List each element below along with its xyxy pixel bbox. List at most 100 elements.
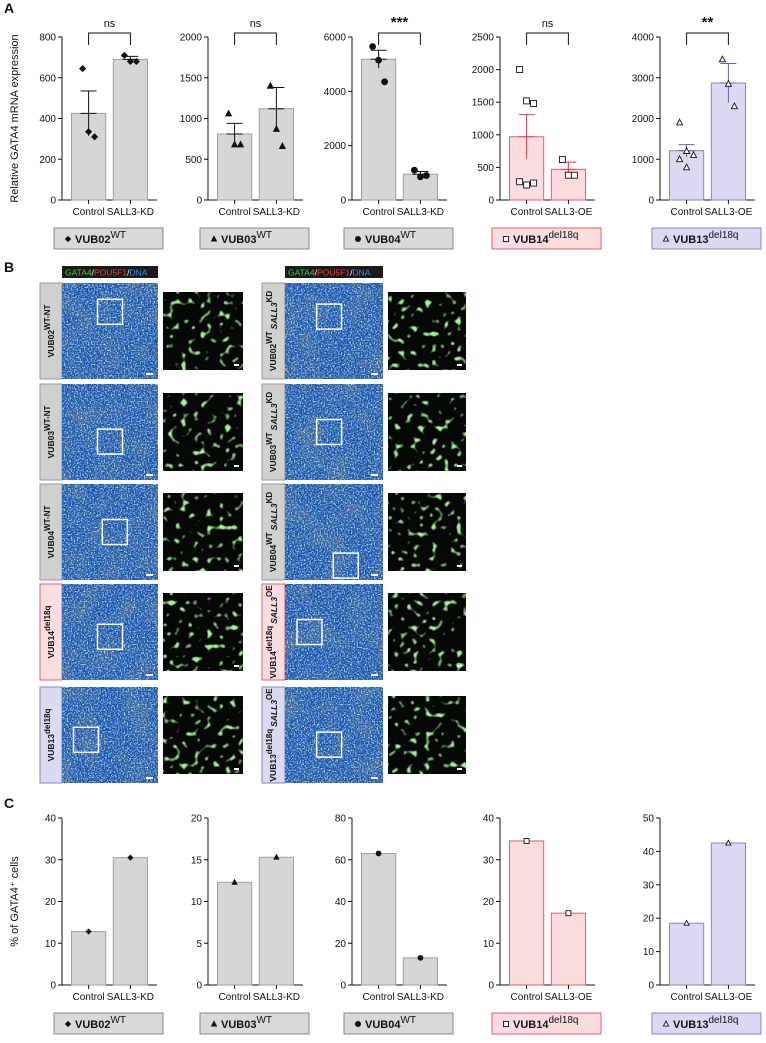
y-tick-label: 10 bbox=[191, 897, 203, 908]
channel-header bbox=[62, 266, 158, 278]
sample-line: VUB14 bbox=[46, 631, 56, 659]
sample-line: VUB04 bbox=[46, 531, 56, 559]
sample-gene-superscript: KD bbox=[265, 291, 274, 303]
channel-name: / bbox=[315, 268, 318, 278]
group-box bbox=[651, 227, 762, 250]
sample-label: VUB13del18q SALL3OE bbox=[265, 688, 279, 782]
zoom-box bbox=[101, 518, 129, 546]
bar bbox=[361, 58, 397, 201]
zoom-texture bbox=[163, 593, 243, 671]
y-tick-label: 40 bbox=[483, 814, 495, 825]
group-superscript: del18q bbox=[708, 230, 738, 241]
channel-name: / bbox=[92, 268, 95, 278]
group-box bbox=[53, 1012, 164, 1035]
x-tick-label: Control bbox=[510, 207, 542, 218]
bar bbox=[710, 82, 746, 201]
group-box bbox=[491, 1012, 602, 1035]
y-tick-label: 500 bbox=[477, 163, 494, 174]
sample-gene: SALL3 bbox=[269, 302, 279, 329]
y-tick-label: 20 bbox=[643, 914, 655, 925]
x-tick-label: SALL3-OE bbox=[704, 992, 752, 1003]
data-point bbox=[64, 1020, 72, 1028]
x-tick-label: SALL3-KD bbox=[253, 207, 300, 218]
y-tick-label: 4000 bbox=[632, 33, 655, 44]
sample-superscript: WT-NT bbox=[43, 506, 52, 531]
micrograph-texture bbox=[62, 283, 158, 379]
bar bbox=[402, 173, 438, 201]
data-point bbox=[523, 97, 531, 105]
group-superscript: WT bbox=[256, 1015, 272, 1026]
y-tick-label: 40 bbox=[45, 814, 57, 825]
x-tick-label: Control bbox=[72, 207, 104, 218]
micrograph-texture bbox=[62, 584, 158, 680]
y-tick-label: 40 bbox=[643, 847, 655, 858]
zoom-texture bbox=[163, 292, 243, 370]
group-box bbox=[53, 227, 164, 250]
group-superscript: WT bbox=[400, 230, 416, 241]
y-tick-label: 0 bbox=[340, 196, 346, 207]
data-point bbox=[682, 163, 691, 171]
micrograph-texture bbox=[62, 384, 158, 480]
y-tick-label: 400 bbox=[39, 114, 56, 125]
channel-name: POU5F1 bbox=[317, 268, 350, 278]
micrograph-texture bbox=[62, 484, 158, 580]
sample-gene-superscript: KD bbox=[265, 492, 274, 504]
group-superscript: WT bbox=[110, 1015, 126, 1026]
sample-line: VUB04 bbox=[268, 544, 278, 572]
y-tick-label: 0 bbox=[196, 981, 202, 992]
group-superscript: del18q bbox=[548, 1015, 578, 1026]
sample-superscript: WT bbox=[265, 331, 274, 344]
zoom-box bbox=[315, 418, 343, 446]
bar bbox=[669, 922, 705, 986]
bar bbox=[112, 857, 149, 986]
x-tick-label: SALL3-KD bbox=[107, 207, 154, 218]
data-point bbox=[91, 133, 99, 141]
data-point bbox=[724, 79, 733, 87]
significance-bracket bbox=[686, 32, 729, 45]
channel-name: / bbox=[350, 268, 353, 278]
zoom-texture bbox=[388, 493, 466, 571]
group-box bbox=[651, 1012, 762, 1035]
data-point bbox=[410, 166, 418, 174]
data-point bbox=[502, 235, 510, 243]
y-tick-label: 6000 bbox=[324, 33, 347, 44]
x-tick-label: Control bbox=[362, 207, 394, 218]
data-point bbox=[502, 1020, 510, 1028]
data-point bbox=[224, 109, 233, 117]
data-point bbox=[85, 928, 92, 935]
y-tick-label: 1500 bbox=[180, 73, 203, 84]
data-point bbox=[278, 142, 287, 150]
y-tick-label: 2000 bbox=[472, 65, 495, 76]
data-point bbox=[375, 56, 383, 64]
y-tick-label: 20 bbox=[191, 814, 203, 825]
group-box bbox=[491, 227, 602, 250]
data-point bbox=[231, 878, 238, 885]
y-tick-label: 1000 bbox=[180, 114, 203, 125]
significance-label: *** bbox=[391, 14, 409, 31]
y-tick-label: 800 bbox=[39, 33, 56, 44]
group-box bbox=[199, 227, 310, 250]
x-tick-label: Control bbox=[510, 992, 542, 1003]
data-point bbox=[422, 172, 430, 179]
significance-bracket bbox=[526, 32, 569, 45]
y-tick-label: 40 bbox=[335, 897, 347, 908]
channel-name: / bbox=[127, 268, 130, 278]
y-tick-label: 10 bbox=[45, 939, 57, 950]
group-superscript: WT bbox=[110, 230, 126, 241]
y-tick-label: 600 bbox=[39, 73, 56, 84]
bar bbox=[361, 852, 397, 986]
data-point bbox=[210, 235, 218, 242]
x-tick-label: SALL3-KD bbox=[107, 992, 154, 1003]
x-tick-label: SALL3-KD bbox=[253, 992, 300, 1003]
zoom-box bbox=[315, 731, 343, 758]
significance-label: ** bbox=[702, 14, 714, 31]
sample-superscript: WT bbox=[265, 532, 274, 545]
significance-label: ns bbox=[250, 18, 262, 30]
channel-header bbox=[285, 266, 383, 278]
data-point bbox=[530, 100, 538, 107]
group-label: VUB02WT bbox=[75, 230, 126, 246]
data-point bbox=[564, 171, 572, 179]
y-tick-label: 10 bbox=[643, 947, 655, 958]
y-tick-label: 50 bbox=[643, 814, 655, 825]
group-label: VUB13del18q bbox=[673, 1015, 739, 1031]
